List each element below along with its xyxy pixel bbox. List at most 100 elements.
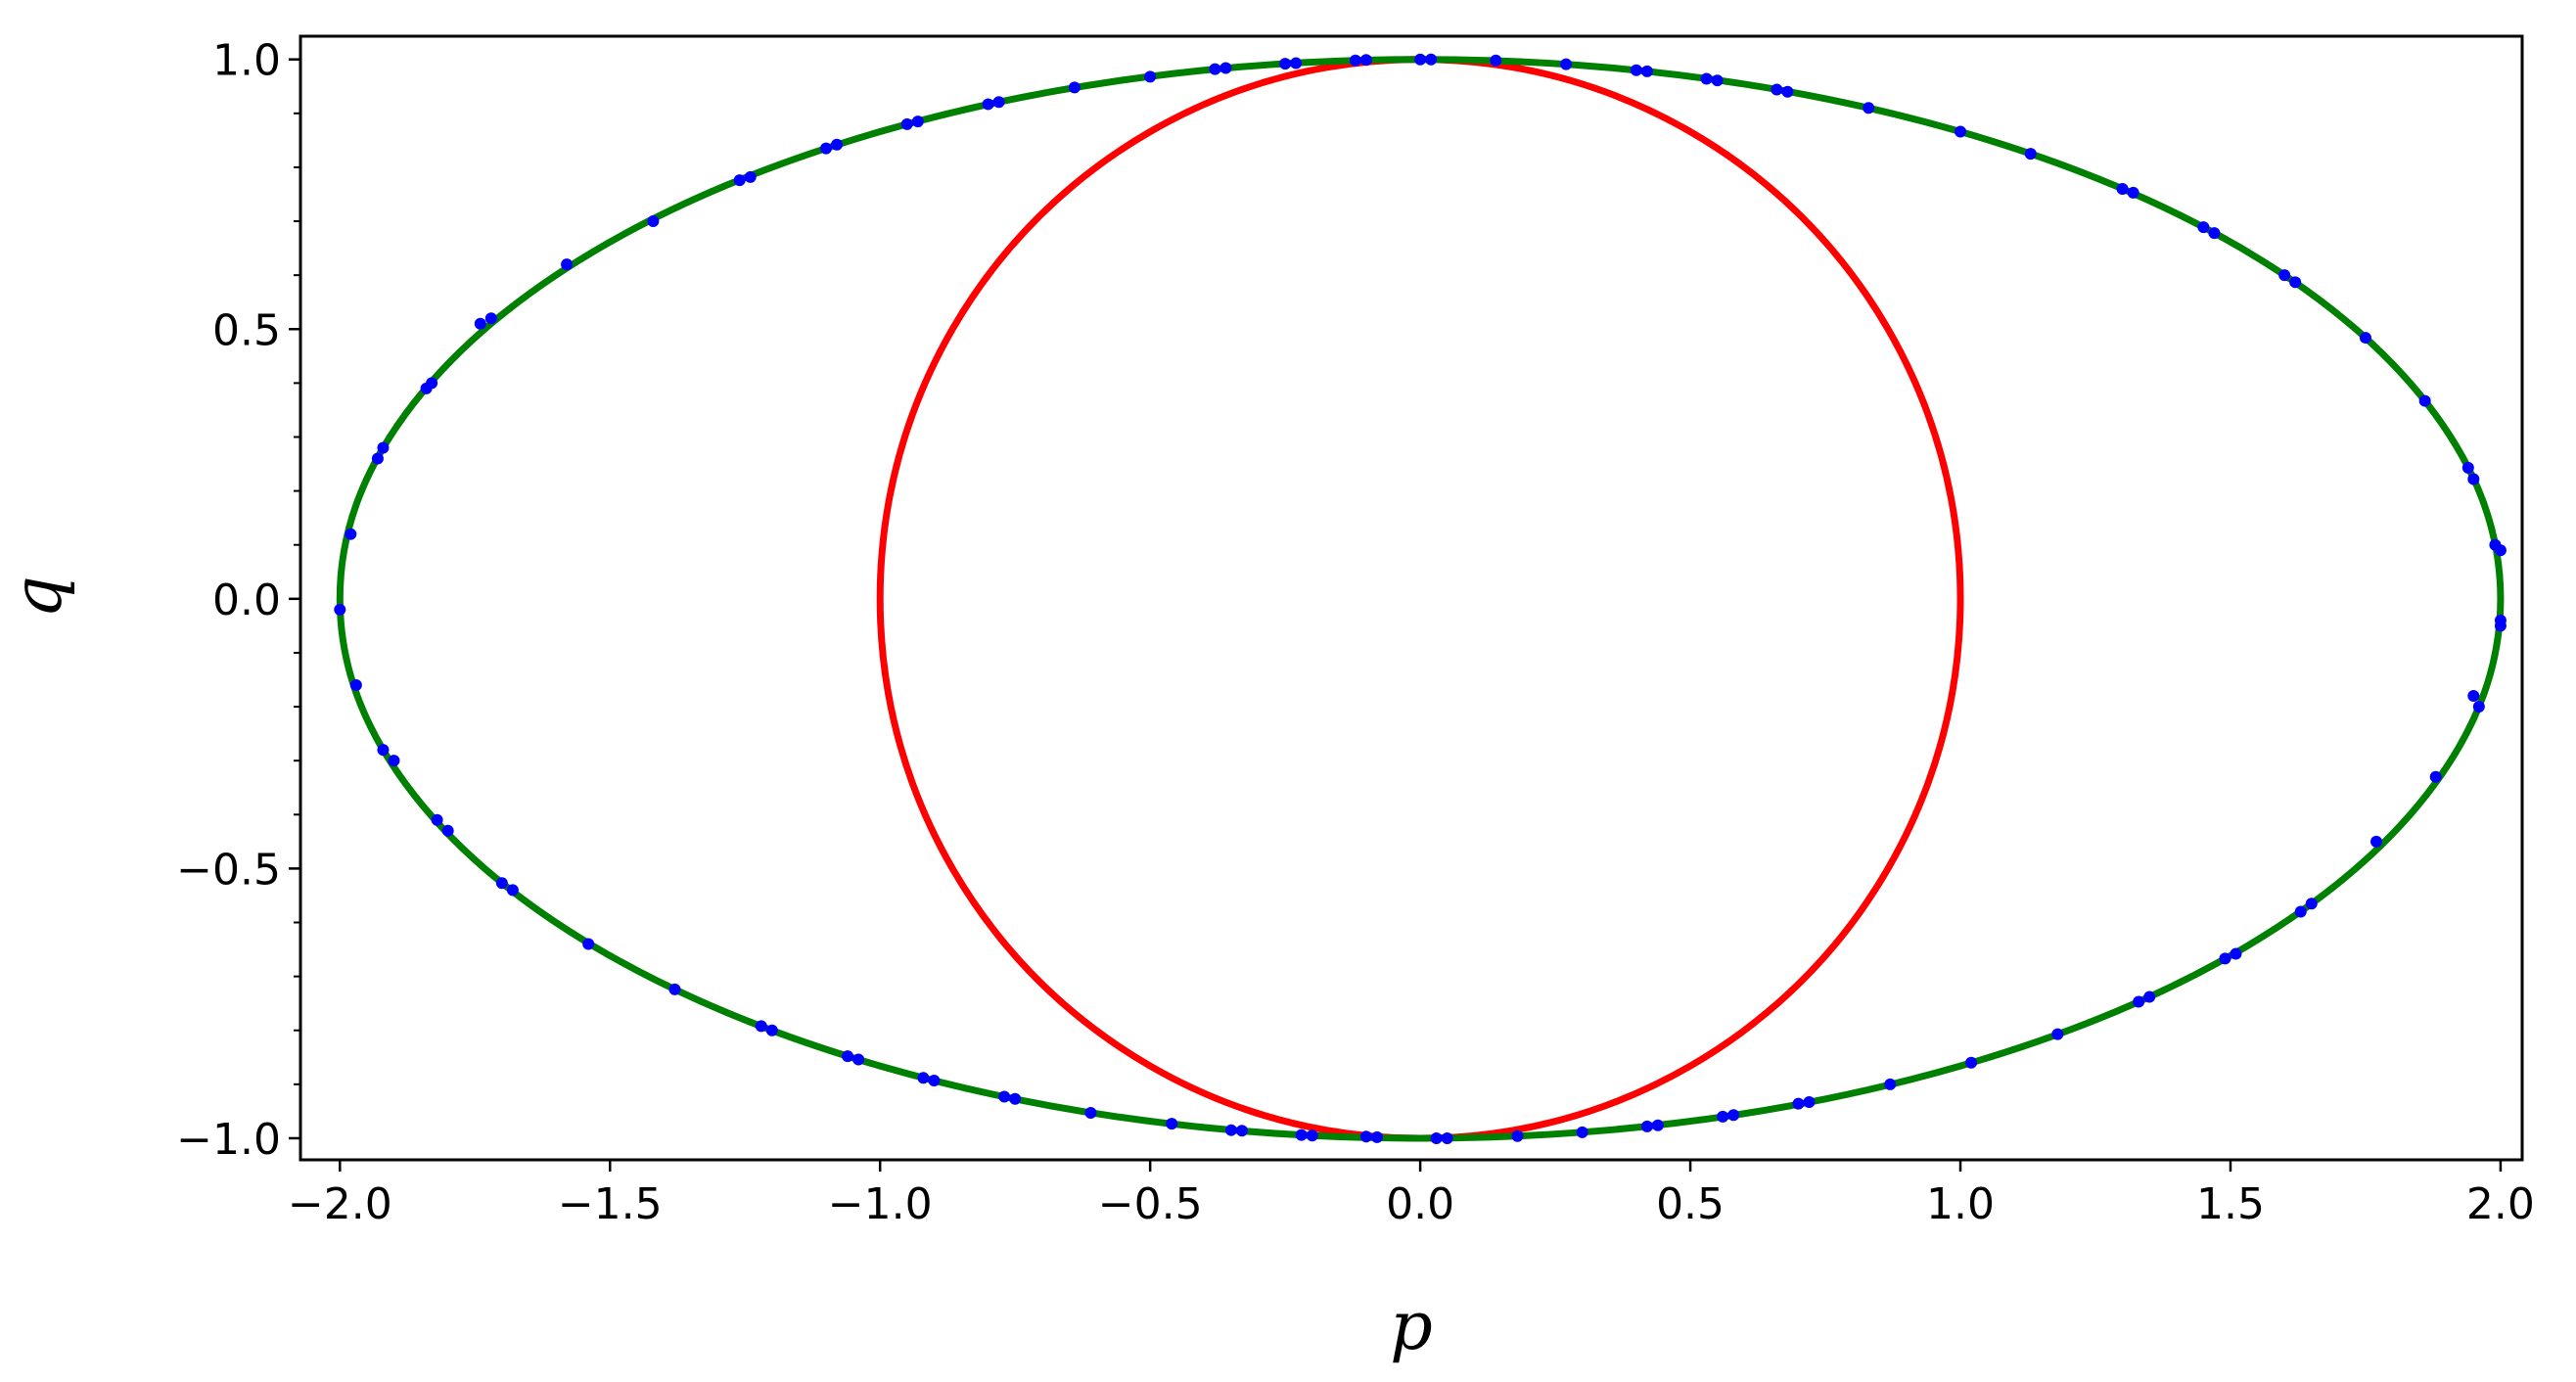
point <box>2133 995 2145 1008</box>
point <box>917 1072 930 1084</box>
curve <box>336 56 2505 1142</box>
point <box>1640 65 1653 77</box>
point <box>2418 394 2431 407</box>
point <box>755 1020 767 1033</box>
point <box>2305 898 2318 910</box>
x-axis-title: p <box>1390 1288 1433 1365</box>
point <box>345 528 357 540</box>
point <box>388 755 400 767</box>
point <box>1295 1129 1308 1141</box>
point <box>2127 186 2139 199</box>
point <box>668 983 681 995</box>
point <box>1219 62 1232 74</box>
x-tick-label: 1.0 <box>1926 1179 1995 1229</box>
point <box>1306 1129 1318 1142</box>
point <box>582 938 595 950</box>
point <box>842 1050 854 1063</box>
point <box>2467 473 2480 485</box>
point <box>2208 227 2221 240</box>
point <box>831 138 844 151</box>
point <box>377 744 390 757</box>
point <box>1965 1056 1978 1069</box>
point <box>982 98 994 111</box>
point <box>1349 54 1361 67</box>
x-tick-label: −1.5 <box>558 1179 663 1229</box>
x-tick-label: −0.5 <box>1098 1179 1203 1229</box>
y-tick-label: −0.5 <box>176 845 281 895</box>
point <box>1803 1096 1816 1109</box>
point <box>2294 905 2307 918</box>
point <box>992 96 1005 109</box>
point <box>1717 1110 1729 1123</box>
point <box>928 1074 941 1086</box>
point <box>2429 770 2442 783</box>
point <box>1425 53 1438 66</box>
point <box>1700 72 1713 85</box>
point <box>474 317 486 330</box>
point <box>1359 54 1372 67</box>
point <box>1009 1092 1022 1105</box>
point <box>349 679 362 692</box>
point <box>1560 58 1573 70</box>
point <box>377 441 390 454</box>
point <box>2278 269 2291 282</box>
point <box>484 312 497 325</box>
y-tick-label: 1.0 <box>212 36 281 86</box>
point <box>495 877 508 890</box>
point <box>2472 701 2485 714</box>
point <box>1370 1130 1383 1143</box>
x-tick-label: 0.0 <box>1386 1179 1454 1229</box>
y-tick-label: −1.0 <box>176 1115 281 1165</box>
point <box>647 215 660 228</box>
point <box>2051 1028 2064 1040</box>
point <box>431 813 443 826</box>
point <box>852 1053 865 1066</box>
point <box>911 115 924 128</box>
point <box>1955 125 1967 138</box>
x-tick-label: 0.5 <box>1656 1179 1725 1229</box>
point <box>765 1024 778 1036</box>
point <box>334 603 346 616</box>
point <box>1235 1125 1248 1137</box>
point <box>820 142 833 155</box>
point <box>2219 952 2231 965</box>
y-axis-title: q <box>0 576 77 619</box>
point <box>1430 1131 1443 1144</box>
point <box>2024 148 2037 161</box>
point <box>1651 1119 1664 1131</box>
point <box>2289 276 2302 289</box>
point <box>441 824 454 837</box>
point <box>2494 614 2507 626</box>
point <box>733 174 746 187</box>
point <box>1414 53 1427 66</box>
point <box>1576 1126 1588 1138</box>
point <box>2461 461 2474 474</box>
y-tick-label: 0.5 <box>212 305 281 355</box>
point <box>744 170 757 183</box>
point <box>1781 85 1794 98</box>
point <box>1863 102 1875 115</box>
point <box>1884 1078 1897 1090</box>
point <box>2230 947 2242 960</box>
point <box>561 258 574 271</box>
point <box>2143 990 2156 1003</box>
point <box>1209 63 1221 75</box>
point <box>2197 221 2210 234</box>
x-tick-label: −2.0 <box>288 1179 392 1229</box>
point <box>1490 54 1502 67</box>
point <box>1441 1131 1453 1144</box>
point <box>1792 1097 1805 1110</box>
x-tick-label: −1.0 <box>828 1179 933 1229</box>
point <box>1359 1130 1372 1143</box>
point <box>1084 1107 1097 1120</box>
point <box>2369 835 2382 848</box>
curve <box>876 56 1964 1142</box>
plot-frame <box>299 34 2524 1162</box>
x-tick-label: 2.0 <box>2466 1179 2535 1229</box>
point <box>1771 83 1783 96</box>
point <box>900 117 913 130</box>
point <box>1068 81 1081 94</box>
